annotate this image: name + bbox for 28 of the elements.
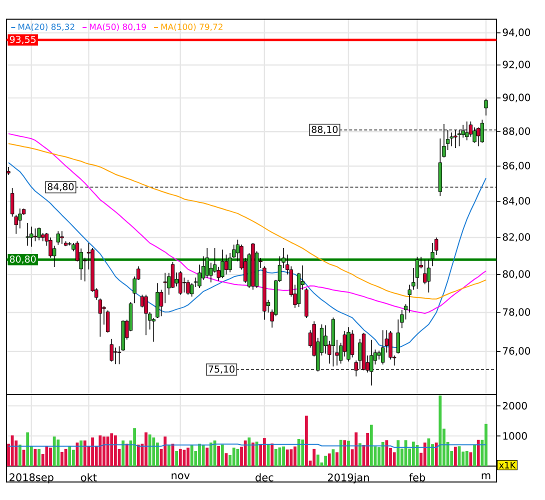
ref-line-label: 93,55 xyxy=(10,36,36,44)
y-tick-label: 80,00 xyxy=(502,270,530,279)
ref-line-label: 84,80 xyxy=(48,183,74,192)
legend-label: MA(100) 79,72 xyxy=(161,23,222,32)
y-tick-label: 82,00 xyxy=(502,233,530,242)
y-tick-label: 86,00 xyxy=(502,162,530,170)
x-tick-label: m xyxy=(482,473,490,480)
y-tick-label: 78,00 xyxy=(503,308,530,317)
y-tick-label: 88,00 xyxy=(502,127,530,136)
y-tick-label: 76,00 xyxy=(503,347,530,356)
y-axis-title: x1K xyxy=(499,462,516,468)
y-tick-label: 94,00 xyxy=(502,28,530,38)
legend-label: MA(50) 80,19 xyxy=(90,23,146,32)
legend-label: MA(20) 85,32 xyxy=(18,23,74,32)
x-tick-label: 2018sep xyxy=(10,473,54,484)
y-tick-label: 92,00 xyxy=(502,60,530,70)
ref-line-label: 80,80 xyxy=(10,256,36,264)
x-tick-label: nov xyxy=(172,473,190,480)
x-tick-label: feb xyxy=(409,473,426,482)
x-tick-label: 2019jan xyxy=(328,473,369,484)
y-tick-label: 84,00 xyxy=(502,197,530,206)
ref-line-label: 88,10 xyxy=(312,126,338,134)
y-tick-label: 90,00 xyxy=(502,94,530,102)
y-tick-label: 1000 xyxy=(503,432,527,440)
x-tick-label: dec xyxy=(256,473,274,482)
ref-line-label: 75,10 xyxy=(208,365,234,374)
x-tick-label: okt xyxy=(81,473,97,482)
y-tick-label: 2000 xyxy=(502,402,527,410)
